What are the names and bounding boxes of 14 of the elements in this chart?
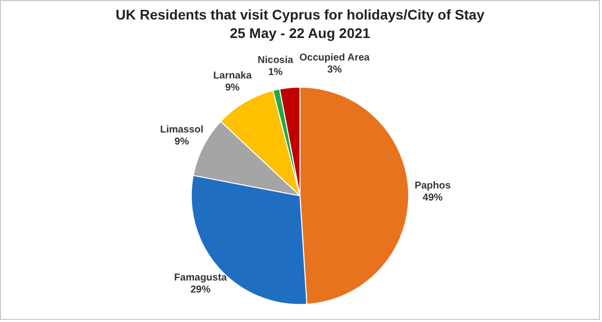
- slice-label: Nicosia: [258, 55, 294, 66]
- data-label: 29%: [190, 284, 211, 296]
- chart-title: UK Residents that visit Cyprus for holidays/City of Stay: [116, 6, 485, 22]
- slice-label: Limassol: [160, 124, 204, 136]
- data-label: 49%: [422, 192, 443, 204]
- slice-label: Occupied Area: [299, 52, 370, 64]
- slice-label: Paphos: [414, 180, 452, 192]
- chart-subtitle: 25 May - 22 Aug 2021: [230, 25, 370, 42]
- data-label: 3%: [327, 64, 342, 76]
- data-label: 9%: [174, 136, 190, 148]
- data-label: 1%: [268, 67, 283, 78]
- data-label: 9%: [225, 82, 240, 94]
- slice-label: Larnaka: [213, 70, 252, 82]
- slice-label: Famagusta: [174, 272, 228, 284]
